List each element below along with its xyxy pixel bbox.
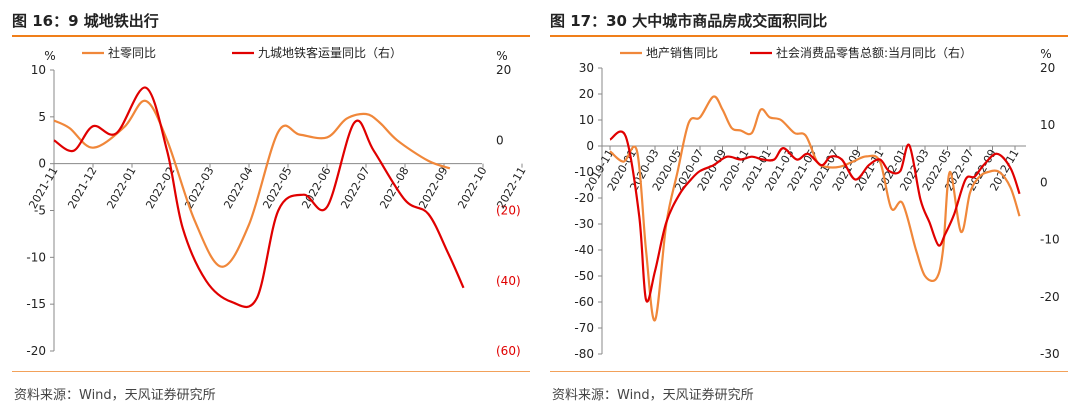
x-tick-label: 2022-01 bbox=[104, 165, 138, 211]
y-tick-label-left: 10 bbox=[31, 63, 46, 77]
title-rule bbox=[12, 35, 530, 37]
source-rule bbox=[550, 371, 1068, 372]
legend-label: 九城地铁客运量同比（右） bbox=[258, 45, 402, 60]
source-rule bbox=[12, 371, 530, 372]
y-tick-label-left: -50 bbox=[574, 269, 594, 283]
legend-label: 社会消费品零售总额:当月同比（右） bbox=[776, 45, 972, 60]
y-tick-label-left: -20 bbox=[574, 191, 594, 205]
y-tick-label-right: 20 bbox=[1040, 61, 1055, 75]
y-tick-label-right: -20 bbox=[1040, 290, 1060, 304]
legend-label: 地产销售同比 bbox=[646, 45, 718, 60]
y-tick-label-left: -10 bbox=[574, 165, 594, 179]
y-tick-label-left: -5 bbox=[34, 204, 46, 218]
y-tick-label-left: -40 bbox=[574, 243, 594, 257]
legend-label: 社零同比 bbox=[108, 45, 156, 60]
chart-source: 资料来源：Wind，天风证券研究所 bbox=[14, 388, 216, 403]
series-line-1 bbox=[53, 99, 451, 268]
x-tick-label: 2022-04 bbox=[221, 165, 255, 211]
y-tick-label-right: 20 bbox=[496, 63, 511, 77]
y-tick-label-right: (60) bbox=[496, 344, 521, 358]
y-tick-label-left: 0 bbox=[586, 139, 594, 153]
y-tick-label-left: -20 bbox=[26, 344, 46, 358]
y-tick-label-right: 0 bbox=[496, 133, 504, 147]
y-tick-label-right: 0 bbox=[1040, 175, 1048, 189]
x-tick-label: 2022-07 bbox=[338, 165, 372, 211]
y-tick-label-left: -10 bbox=[26, 250, 46, 264]
chart-panel-left: 图 16：9 城地铁出行 10 5 0 -5 -10 -15 -20 20 0 (20) (40) (… bbox=[12, 0, 532, 408]
x-tick-label: 2022-10 bbox=[455, 165, 489, 211]
y-tick-label-right: (20) bbox=[496, 204, 521, 218]
y-tick-label-right: (40) bbox=[496, 274, 521, 288]
chart-title: 图 16：9 城地铁出行 bbox=[12, 12, 159, 30]
y-tick-label-left: 10 bbox=[579, 113, 594, 127]
x-tick-label: 2021-12 bbox=[65, 165, 99, 211]
y-tick-label-right: -30 bbox=[1040, 347, 1060, 361]
chart-right: 30 20 10 0 -10 -20 -30 -40 -50 -60 -70 -80 20 10 0 -10 -… bbox=[574, 45, 1060, 361]
y-tick-label-right: 10 bbox=[1040, 118, 1055, 132]
y-tick-label-left: 5 bbox=[38, 110, 46, 124]
y-tick-label-left: 0 bbox=[38, 157, 46, 171]
y-tick-label-left: 30 bbox=[579, 61, 594, 75]
y-unit-right: % bbox=[496, 49, 507, 63]
chart-source: 资料来源：Wind，天风证券研究所 bbox=[552, 388, 754, 403]
y-tick-label-left: -30 bbox=[574, 217, 594, 231]
y-tick-label-left: 20 bbox=[579, 87, 594, 101]
series-line-2 bbox=[53, 86, 465, 308]
y-tick-label-right: -10 bbox=[1040, 233, 1060, 247]
y-tick-label-left: -15 bbox=[26, 297, 46, 311]
x-tick-label: 2022-09 bbox=[416, 165, 450, 211]
y-tick-label-left: -60 bbox=[574, 295, 594, 309]
y-unit-right: % bbox=[1040, 47, 1051, 61]
chart-title: 图 17：30 大中城市商品房成交面积同比 bbox=[550, 12, 828, 30]
y-tick-label-left: -70 bbox=[574, 321, 594, 335]
y-unit-left: % bbox=[44, 49, 55, 63]
series-line-2 bbox=[609, 130, 1021, 303]
chart-panel-right: 图 17：30 大中城市商品房成交面积同比 30 20 10 0 -10 -20 -30 -4… bbox=[550, 0, 1070, 408]
x-tick-label: 2022-08 bbox=[377, 165, 411, 211]
y-tick-label-left: -80 bbox=[574, 347, 594, 361]
title-rule bbox=[550, 35, 1068, 37]
